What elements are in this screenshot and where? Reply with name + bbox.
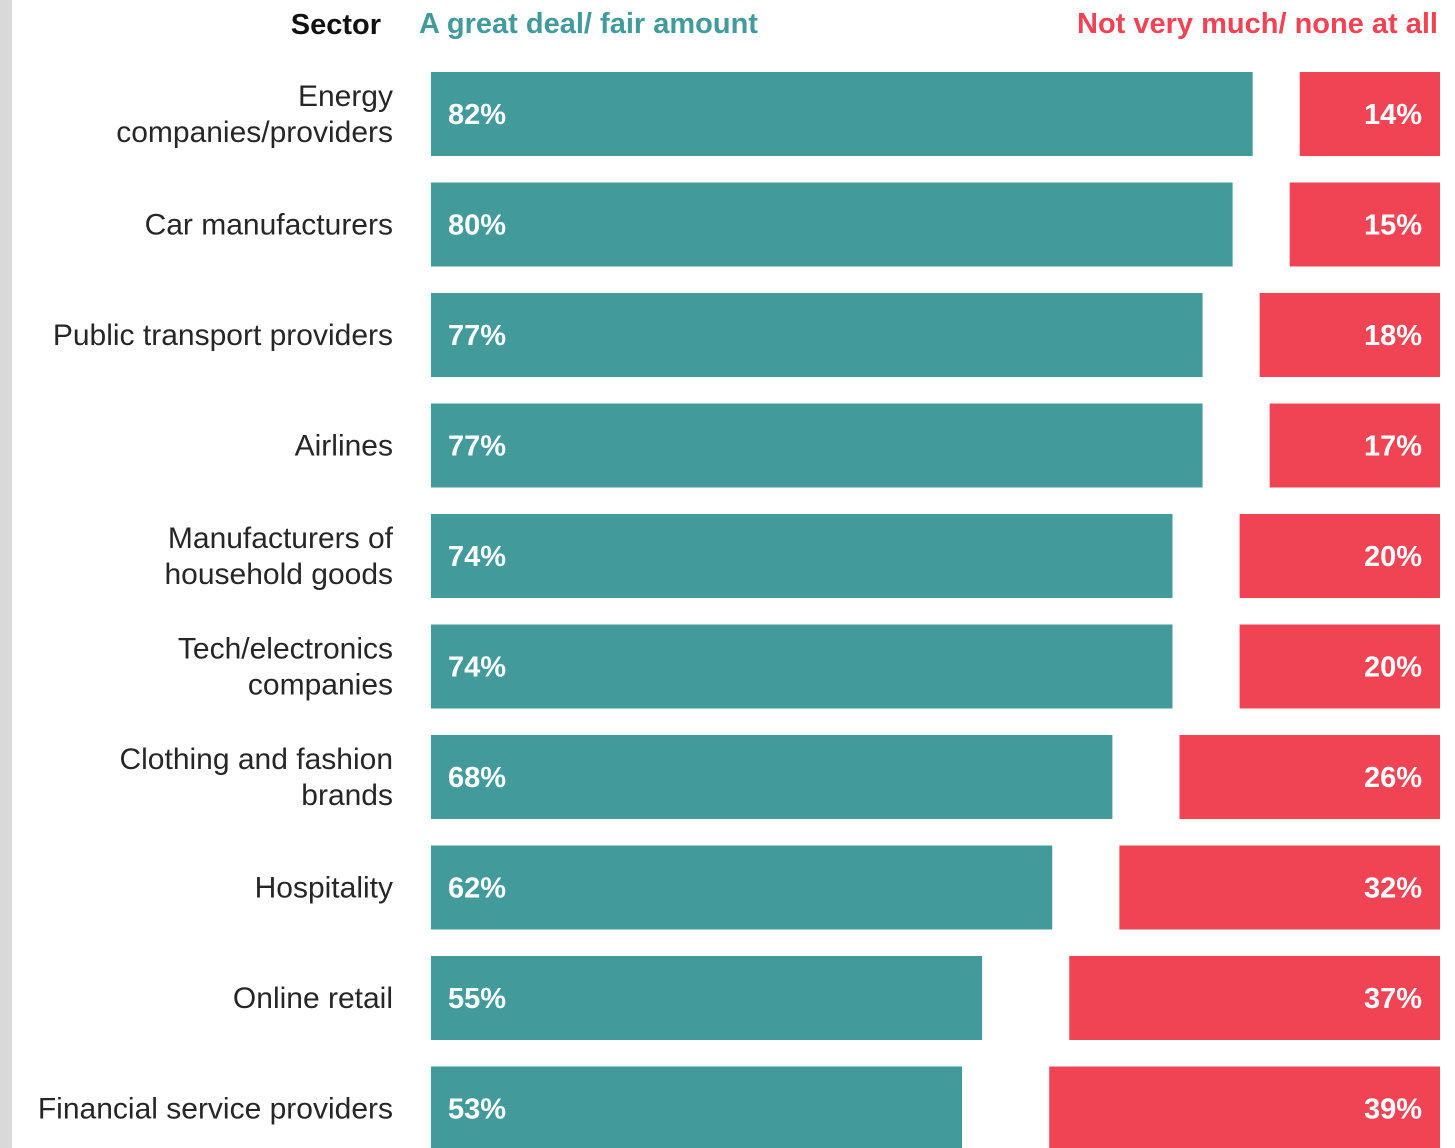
category-label: Airlines [295,430,393,463]
negative-value-label: 14% [1364,99,1422,131]
positive-bar [431,72,1253,156]
positive-value-label: 77% [448,320,506,352]
category-label-line: Energy [298,80,393,113]
negative-value-label: 18% [1364,320,1422,352]
chart-rows: Energy companies/providers 82% 14% Car manuf… [38,72,1440,1148]
negative-bar [1259,293,1440,377]
positive-value-label: 53% [448,1094,506,1126]
positive-bar [431,293,1203,377]
negative-bar [1299,72,1440,156]
category-label: Hospitality [255,872,393,905]
positive-value-label: 74% [448,652,506,684]
positive-value-label: 55% [448,983,506,1015]
negative-bar [1119,845,1440,930]
category-label: Car manufacturers [145,209,393,242]
positive-bar [431,403,1203,488]
negative-bar [1069,956,1440,1040]
positive-value-label: 82% [448,99,506,131]
positive-bar [431,845,1053,930]
negative-bar [1239,624,1440,709]
negative-bar [1269,403,1440,488]
positive-value-label: 68% [448,762,506,794]
negative-value-label: 20% [1364,541,1422,573]
negative-value-label: 37% [1364,983,1422,1015]
category-header: Sector [291,9,381,41]
category-label-line: Manufacturers of [168,522,394,555]
category-label: Tech/electronics companies [178,633,393,702]
category-label-line: Airlines [295,430,393,463]
category-label: Energy companies/providers [116,80,393,149]
positive-value-label: 62% [448,873,506,905]
negative-series-header: Not very much/ none at all [1077,8,1438,40]
left-edge-strip [0,0,12,1148]
positive-value-label: 77% [448,431,506,463]
category-label: Online retail [233,982,393,1015]
category-label-line: Clothing and fashion [119,743,393,776]
category-label-line: Online retail [233,982,393,1015]
positive-bar [431,735,1113,819]
positive-value-label: 80% [448,210,506,242]
category-label: Manufacturers of household goods [164,522,393,591]
negative-value-label: 17% [1364,431,1422,463]
negative-bar [1239,514,1440,598]
negative-value-label: 39% [1364,1094,1422,1126]
category-label-line: Tech/electronics [178,633,393,666]
category-label-line: Financial service providers [38,1093,393,1126]
category-label-line: Public transport providers [53,319,393,352]
positive-series-header: A great deal/ fair amount [419,8,758,40]
category-label-line: Hospitality [255,872,393,905]
category-label-line: brands [301,779,393,812]
category-label-line: companies/providers [116,116,393,149]
category-label-line: household goods [164,558,393,591]
category-label-line: Car manufacturers [145,209,393,242]
category-label-line: companies [248,669,393,702]
positive-bar [431,1066,963,1148]
category-label: Financial service providers [38,1093,393,1126]
positive-bar [431,514,1173,598]
negative-value-label: 32% [1364,873,1422,905]
category-label: Public transport providers [53,319,393,352]
positive-bar [431,956,983,1040]
category-label: Clothing and fashion brands [119,743,393,812]
negative-value-label: 20% [1364,652,1422,684]
negative-value-label: 15% [1364,210,1422,242]
negative-bar [1289,182,1440,267]
positive-value-label: 74% [448,541,506,573]
negative-value-label: 26% [1364,762,1422,794]
positive-bar [431,624,1173,709]
negative-bar [1179,735,1440,819]
positive-bar [431,182,1233,267]
negative-bar [1049,1066,1440,1148]
